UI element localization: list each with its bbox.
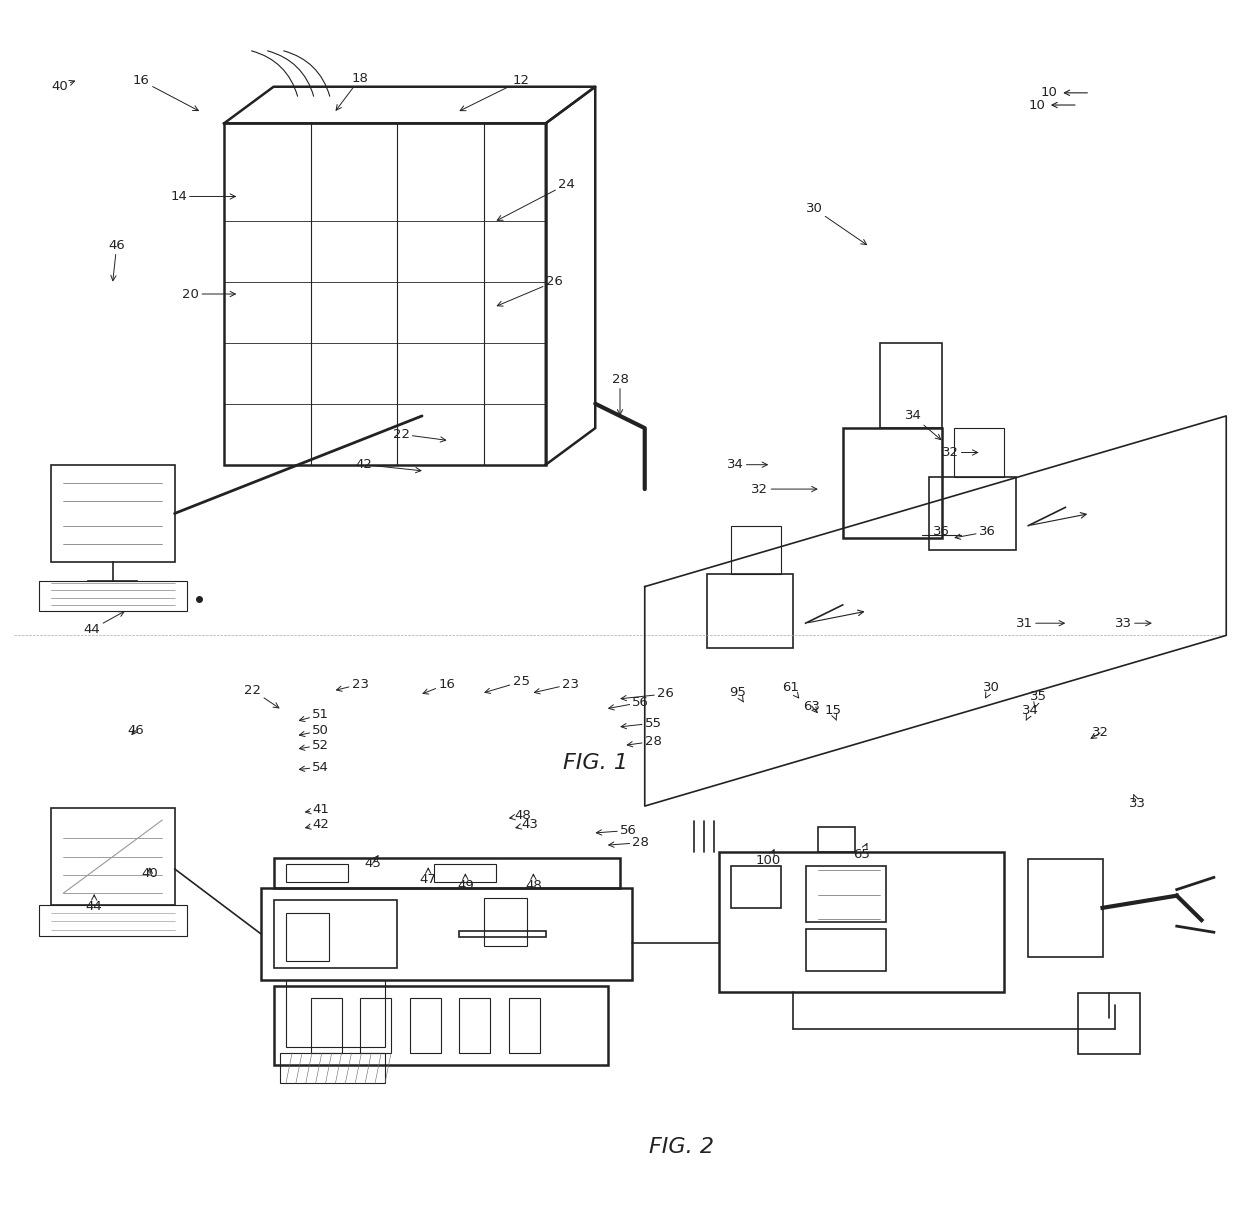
- Text: 100: 100: [756, 849, 781, 868]
- Text: 31: 31: [1016, 617, 1064, 629]
- Bar: [843, 428, 941, 538]
- Text: 24: 24: [497, 177, 575, 220]
- Text: 47: 47: [420, 868, 436, 886]
- Text: 56: 56: [609, 697, 650, 710]
- Bar: [732, 865, 781, 908]
- Text: 48: 48: [510, 809, 532, 822]
- Text: 46: 46: [108, 238, 125, 281]
- Bar: [224, 123, 546, 464]
- Text: 34: 34: [1022, 704, 1039, 720]
- Text: 33: 33: [1128, 794, 1146, 810]
- Text: 65: 65: [853, 843, 869, 862]
- Text: 18: 18: [336, 72, 368, 110]
- Text: 16: 16: [133, 75, 198, 111]
- Text: 49: 49: [458, 874, 474, 892]
- Bar: [880, 343, 941, 428]
- Text: 95: 95: [729, 687, 746, 701]
- Text: 48: 48: [525, 874, 542, 892]
- Text: 26: 26: [497, 275, 563, 307]
- Text: FIG. 1: FIG. 1: [563, 754, 627, 774]
- Text: 42: 42: [305, 818, 330, 831]
- Bar: [409, 998, 440, 1053]
- Bar: [360, 998, 391, 1053]
- Text: 54: 54: [299, 760, 330, 774]
- Bar: [1028, 859, 1102, 957]
- Text: 43: 43: [516, 818, 538, 831]
- Bar: [484, 897, 527, 946]
- Bar: [434, 864, 496, 882]
- Text: 28: 28: [609, 836, 650, 849]
- Text: 40: 40: [141, 866, 159, 880]
- Text: 25: 25: [485, 676, 529, 693]
- Bar: [806, 929, 887, 971]
- Bar: [51, 464, 175, 562]
- Text: 52: 52: [299, 738, 330, 752]
- Text: 16: 16: [423, 678, 455, 694]
- Text: 23: 23: [534, 678, 579, 694]
- Text: 34: 34: [727, 458, 768, 472]
- Text: 15: 15: [825, 704, 841, 720]
- Bar: [280, 1053, 384, 1084]
- Text: 32: 32: [1091, 726, 1109, 739]
- Text: 45: 45: [365, 855, 381, 870]
- Bar: [1078, 993, 1140, 1055]
- Bar: [286, 913, 330, 962]
- Text: 12: 12: [460, 75, 529, 111]
- Bar: [806, 865, 887, 921]
- Bar: [459, 931, 546, 937]
- Bar: [274, 901, 397, 968]
- Text: 10: 10: [1028, 99, 1075, 111]
- Text: 28: 28: [627, 734, 662, 748]
- Bar: [51, 808, 175, 906]
- Bar: [311, 998, 342, 1053]
- Text: 22: 22: [244, 684, 279, 708]
- Text: 63: 63: [804, 700, 820, 712]
- Text: 44: 44: [83, 611, 124, 635]
- Bar: [38, 580, 187, 611]
- Text: 36: 36: [955, 525, 996, 539]
- Bar: [818, 827, 856, 852]
- Text: 35: 35: [1029, 690, 1047, 708]
- Bar: [459, 998, 490, 1053]
- Text: 28: 28: [611, 373, 629, 414]
- Bar: [286, 864, 347, 882]
- Bar: [954, 428, 1003, 477]
- Bar: [274, 986, 608, 1066]
- Text: 22: 22: [393, 428, 445, 442]
- Text: 32: 32: [941, 446, 977, 459]
- Text: 51: 51: [299, 708, 330, 722]
- Text: 40: 40: [51, 81, 74, 93]
- Text: 23: 23: [336, 678, 368, 692]
- Text: 46: 46: [126, 723, 144, 737]
- Bar: [707, 574, 794, 648]
- Text: 32: 32: [751, 483, 817, 496]
- Text: 44: 44: [86, 895, 103, 913]
- Text: 55: 55: [621, 716, 662, 730]
- Bar: [732, 525, 781, 574]
- Text: 30: 30: [806, 202, 867, 244]
- Text: 56: 56: [596, 824, 637, 837]
- Text: 14: 14: [170, 189, 236, 203]
- Text: 61: 61: [782, 682, 799, 698]
- Text: 50: 50: [299, 723, 330, 737]
- Bar: [286, 980, 384, 1047]
- Text: 33: 33: [1115, 617, 1151, 629]
- Text: FIG. 2: FIG. 2: [650, 1138, 714, 1157]
- Text: 42: 42: [356, 458, 420, 473]
- Bar: [262, 888, 632, 980]
- Bar: [274, 858, 620, 888]
- Text: 30: 30: [983, 682, 999, 698]
- Text: 41: 41: [305, 803, 330, 816]
- Bar: [719, 852, 1003, 992]
- Bar: [508, 998, 539, 1053]
- Bar: [38, 906, 187, 936]
- Text: 34: 34: [904, 409, 941, 440]
- Text: 10: 10: [1040, 87, 1087, 99]
- Text: 20: 20: [182, 287, 236, 301]
- Text: 26: 26: [621, 688, 675, 700]
- Bar: [929, 477, 1016, 550]
- Text: 36: 36: [934, 525, 950, 538]
